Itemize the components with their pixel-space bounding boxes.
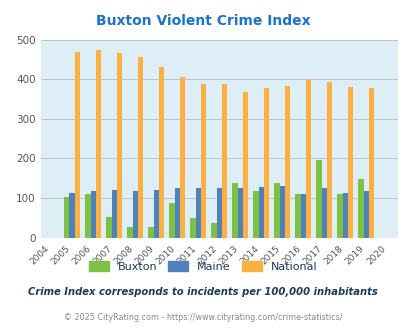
Bar (148, 226, 153, 238)
Bar (195, 188, 200, 238)
Text: © 2025 CityRating.com - https://www.cityrating.com/crime-statistics/: © 2025 CityRating.com - https://www.city… (64, 313, 341, 322)
Bar (127, 226, 132, 238)
Text: Buxton Violent Crime Index: Buxton Violent Crime Index (96, 15, 309, 28)
Bar (169, 203, 174, 238)
Text: Crime Index corresponds to incidents per 100,000 inhabitants: Crime Index corresponds to incidents per… (28, 287, 377, 297)
Bar (253, 191, 258, 238)
Bar (137, 57, 143, 238)
Bar (158, 67, 164, 238)
Bar (190, 218, 195, 238)
Bar (363, 191, 368, 238)
Bar (321, 188, 326, 238)
Bar (258, 186, 263, 238)
Bar (300, 194, 305, 238)
Bar (295, 194, 300, 238)
Bar (69, 193, 75, 238)
Bar (347, 87, 352, 238)
Bar (216, 188, 221, 238)
Bar (179, 77, 185, 238)
Bar (242, 92, 247, 238)
Legend: Buxton, Maine, National: Buxton, Maine, National (85, 258, 320, 275)
Bar (117, 53, 122, 238)
Bar (200, 84, 206, 238)
Bar (153, 190, 158, 238)
Bar (75, 52, 80, 238)
Bar (90, 191, 96, 238)
Bar (211, 222, 216, 238)
Bar (326, 82, 331, 238)
Bar (284, 85, 290, 238)
Bar (132, 191, 137, 238)
Bar (342, 193, 347, 238)
Bar (221, 84, 226, 238)
Bar (96, 50, 101, 238)
Bar (174, 188, 179, 238)
Bar (232, 183, 237, 238)
Bar (315, 160, 321, 238)
Bar (337, 194, 342, 238)
Bar (305, 80, 310, 238)
Bar (64, 197, 69, 238)
Bar (274, 183, 279, 238)
Bar (279, 186, 284, 238)
Bar (106, 217, 111, 238)
Bar (237, 188, 242, 238)
Bar (111, 190, 117, 238)
Bar (368, 87, 373, 238)
Bar (85, 194, 90, 238)
Bar (358, 180, 363, 238)
Bar (263, 88, 269, 238)
